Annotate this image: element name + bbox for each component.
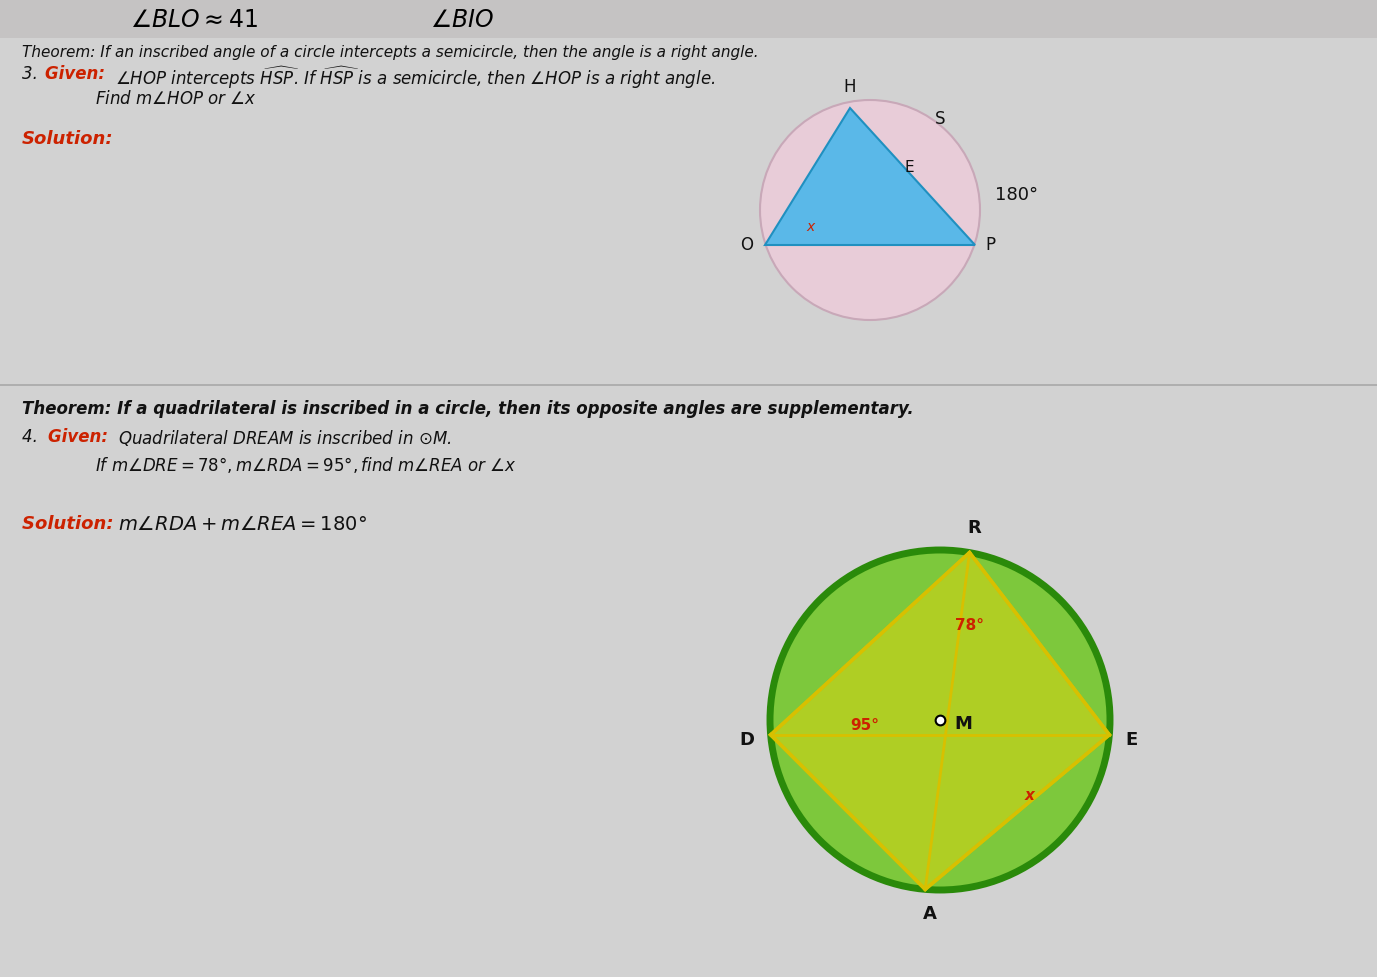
Text: Given:: Given: [45, 65, 110, 83]
Text: Quadrilateral DREAM is inscribed in $\odot$M.: Quadrilateral DREAM is inscribed in $\od… [118, 428, 452, 448]
Text: Theorem: If an inscribed angle of a circle intercepts a semicircle, then the ang: Theorem: If an inscribed angle of a circ… [22, 45, 759, 60]
Text: $\angle BIO$: $\angle BIO$ [430, 8, 494, 32]
Text: R: R [968, 519, 982, 536]
Text: $m\angle RDA + m\angle REA = 180°$: $m\angle RDA + m\angle REA = 180°$ [118, 515, 368, 534]
Text: 95°: 95° [851, 717, 880, 733]
Circle shape [770, 550, 1110, 890]
Text: 4.: 4. [22, 428, 43, 446]
Text: $\angle BLO \approx 41$: $\angle BLO \approx 41$ [129, 8, 257, 32]
Polygon shape [771, 553, 1110, 889]
Text: E: E [1125, 731, 1137, 748]
Text: M: M [954, 715, 972, 733]
Text: D: D [739, 731, 755, 748]
Text: O: O [739, 236, 753, 254]
Text: E: E [905, 160, 914, 175]
Text: P: P [985, 236, 996, 254]
Bar [0, 0, 1377, 38]
Text: Find $m\angle HOP$ or $\angle x$: Find $m\angle HOP$ or $\angle x$ [95, 90, 256, 108]
Text: A: A [923, 906, 938, 923]
Text: x: x [806, 220, 814, 234]
Text: Solution:: Solution: [22, 515, 120, 533]
Text: H: H [844, 78, 856, 96]
Text: 78°: 78° [956, 617, 985, 632]
Text: $\angle HOP$ intercepts $\widehat{HSP}$. If $\widehat{HSP}$ is a semicircle, the: $\angle HOP$ intercepts $\widehat{HSP}$.… [116, 65, 716, 92]
Polygon shape [766, 108, 975, 245]
Text: Solution:: Solution: [22, 130, 114, 148]
Text: Given:: Given: [48, 428, 114, 446]
Circle shape [760, 100, 980, 320]
Text: If $m\angle DRE = 78°,m\angle RDA = 95°,find\ m\angle REA\ or\ \angle x$: If $m\angle DRE = 78°,m\angle RDA = 95°,… [95, 455, 516, 475]
Text: Theorem: If a quadrilateral is inscribed in a circle, then its opposite angles a: Theorem: If a quadrilateral is inscribed… [22, 400, 914, 418]
Text: x: x [1024, 787, 1036, 802]
Text: 180°: 180° [996, 186, 1038, 204]
Text: 3.: 3. [22, 65, 43, 83]
Text: S: S [935, 110, 946, 128]
